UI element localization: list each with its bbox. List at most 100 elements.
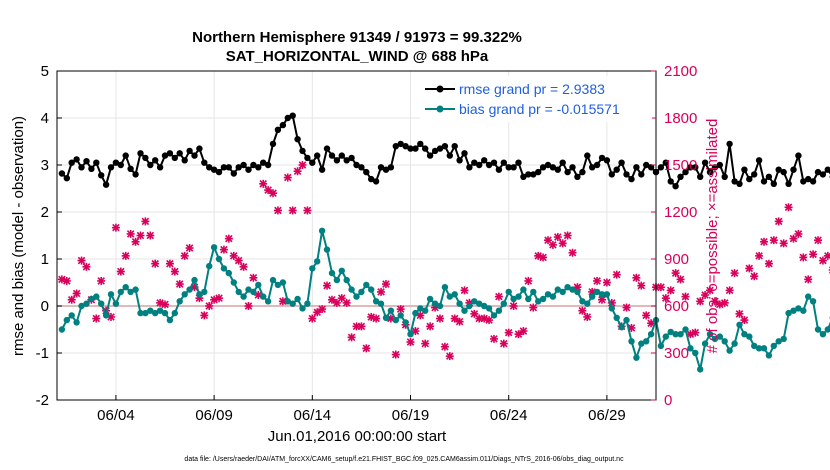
rmse-point [780,168,787,176]
bias-point [412,309,419,317]
bias-point [63,316,70,324]
obs-count-marker [293,167,302,176]
bias-point [107,291,115,298]
rmse-point [328,152,336,159]
rmse-point [402,143,409,150]
bias-point [500,300,507,307]
rmse-point [736,180,743,187]
bias-point [343,276,350,284]
bias-point [269,276,277,284]
obs-count-marker [377,287,386,296]
bias-point [721,338,728,345]
bias-point [176,298,183,305]
bias-point [790,307,797,314]
rmse-point [549,164,557,171]
rmse-point [564,168,571,176]
obs-count-marker [372,314,381,323]
rmse-point [554,166,561,173]
obs-count-marker [445,352,454,361]
y-tick-label: 1 [41,251,49,268]
obs-count-marker [666,286,675,295]
x-axis-label: Jun.01,2016 00:00:00 start [268,428,447,445]
rmse-point [741,166,748,173]
bias-point [127,288,134,296]
bias-point [765,352,773,359]
bias-point [122,284,129,291]
bias-point [93,293,100,300]
rmse-point [495,166,503,173]
rmse-point [299,147,306,155]
bias-point [156,307,164,314]
obs-count-marker [170,267,179,276]
bias-point [456,300,463,307]
bias-point [289,300,296,307]
bias-point [201,288,208,296]
rmse-point [117,161,125,169]
bias-point [716,333,723,340]
obs-count-marker [126,229,135,238]
footnote: data file: /Users/raeder/DAI/ATM_forcXX/… [184,456,624,463]
rmse-point [569,164,576,171]
rmse-point [412,145,419,152]
bias-point [78,302,85,310]
rmse-point [284,114,291,122]
bias-point [309,265,316,272]
bias-point [279,279,287,286]
x-tick-label: 06/19 [392,407,430,424]
bias-point [255,281,262,289]
rmse-point [505,164,512,171]
obs-count-marker [180,251,189,260]
bias-point [245,286,252,293]
bias-point [387,307,395,314]
rmse-point [692,164,699,171]
bias-point [672,331,679,338]
rmse-point [628,175,635,183]
obs-count-marker [318,305,327,314]
bias-point [544,291,552,298]
bias-point [132,286,139,293]
rmse-point [397,140,404,148]
bias-point [476,300,483,307]
obs-count-marker [97,276,106,285]
rmse-point [824,166,830,173]
legend-bias-label: bias grand pr = -0.015571 [459,101,620,117]
obs-count-marker [504,328,513,337]
obs-count-marker [273,206,282,215]
bias-point [284,298,291,305]
bias-point [481,302,488,310]
bias-point [755,345,763,352]
x-tick-label: 06/04 [97,407,135,424]
bias-point [485,305,493,312]
obs-count-marker [347,333,356,342]
bias-point [314,258,321,265]
rmse-point [382,166,390,173]
bias-point [706,331,714,338]
rmse-point [525,171,532,178]
obs-count-marker [563,231,572,240]
rmse-point [304,154,311,162]
obs-count-marker [720,298,729,307]
rmse-point [726,140,733,148]
bias-point [382,314,390,321]
bias-point [608,305,615,312]
bias-point [161,309,169,317]
rmse-point [314,152,321,159]
bias-point [451,291,458,298]
rmse-point [225,164,232,171]
bias-point [358,288,365,296]
bias-point [800,307,807,314]
obs-count-marker [745,264,754,273]
obs-count-marker [509,302,518,310]
bias-point [328,269,336,277]
rmse-point [746,175,753,183]
rmse-point [196,145,203,152]
bias-point [697,366,704,373]
obs-count-marker [676,275,685,284]
obs-count-marker [224,234,233,243]
bias-point [181,291,188,298]
bias-point [687,345,694,352]
rmse-point [765,173,773,180]
bias-point [643,338,650,345]
bias-point [73,319,80,326]
bias-point [304,300,311,307]
